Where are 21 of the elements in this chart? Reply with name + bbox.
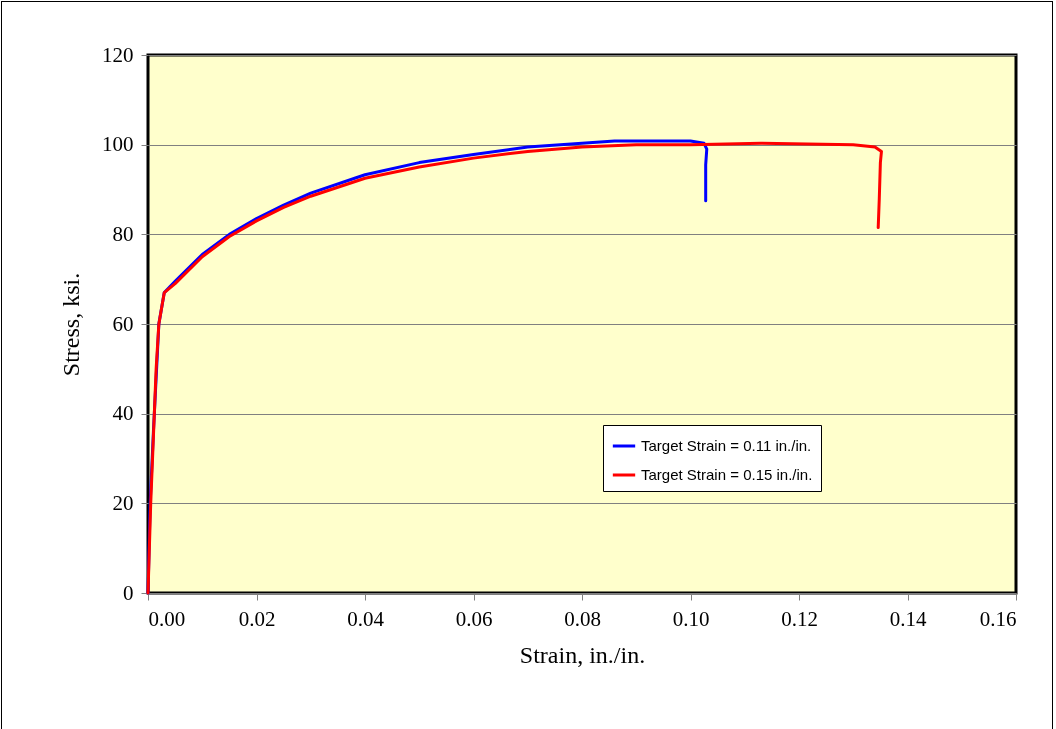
x-tick-label: 0.12 <box>781 606 818 631</box>
y-tick-label: 40 <box>112 401 134 426</box>
x-tick-label: 0.02 <box>238 606 276 631</box>
x-tick-label: 0.04 <box>347 606 385 631</box>
legend-label: Target Strain = 0.11 in./in. <box>641 437 812 454</box>
line-series <box>146 141 883 595</box>
x-tick-label: 0.08 <box>564 606 601 631</box>
y-tick-label: 80 <box>112 221 134 246</box>
x-tick-label: 0.10 <box>672 606 710 631</box>
y-tick-label: 120 <box>102 42 134 67</box>
y-tick-label: 20 <box>112 490 134 515</box>
x-axis-title: Strain, in./in. <box>519 641 646 668</box>
x-tick-label: 0.14 <box>889 606 927 631</box>
y-axis-title: Stress, ksi. <box>58 272 84 377</box>
x-tick-label: 0.00 <box>148 606 186 631</box>
x-tick-label: 0.06 <box>455 606 493 631</box>
y-tick-label: 0 <box>123 580 134 605</box>
x-tick-label: 0.16 <box>979 606 1017 631</box>
legend-label: Target Strain = 0.15 in./in. <box>641 466 813 483</box>
y-tick-label: 60 <box>112 311 134 336</box>
y-tick-label: 100 <box>102 132 134 157</box>
